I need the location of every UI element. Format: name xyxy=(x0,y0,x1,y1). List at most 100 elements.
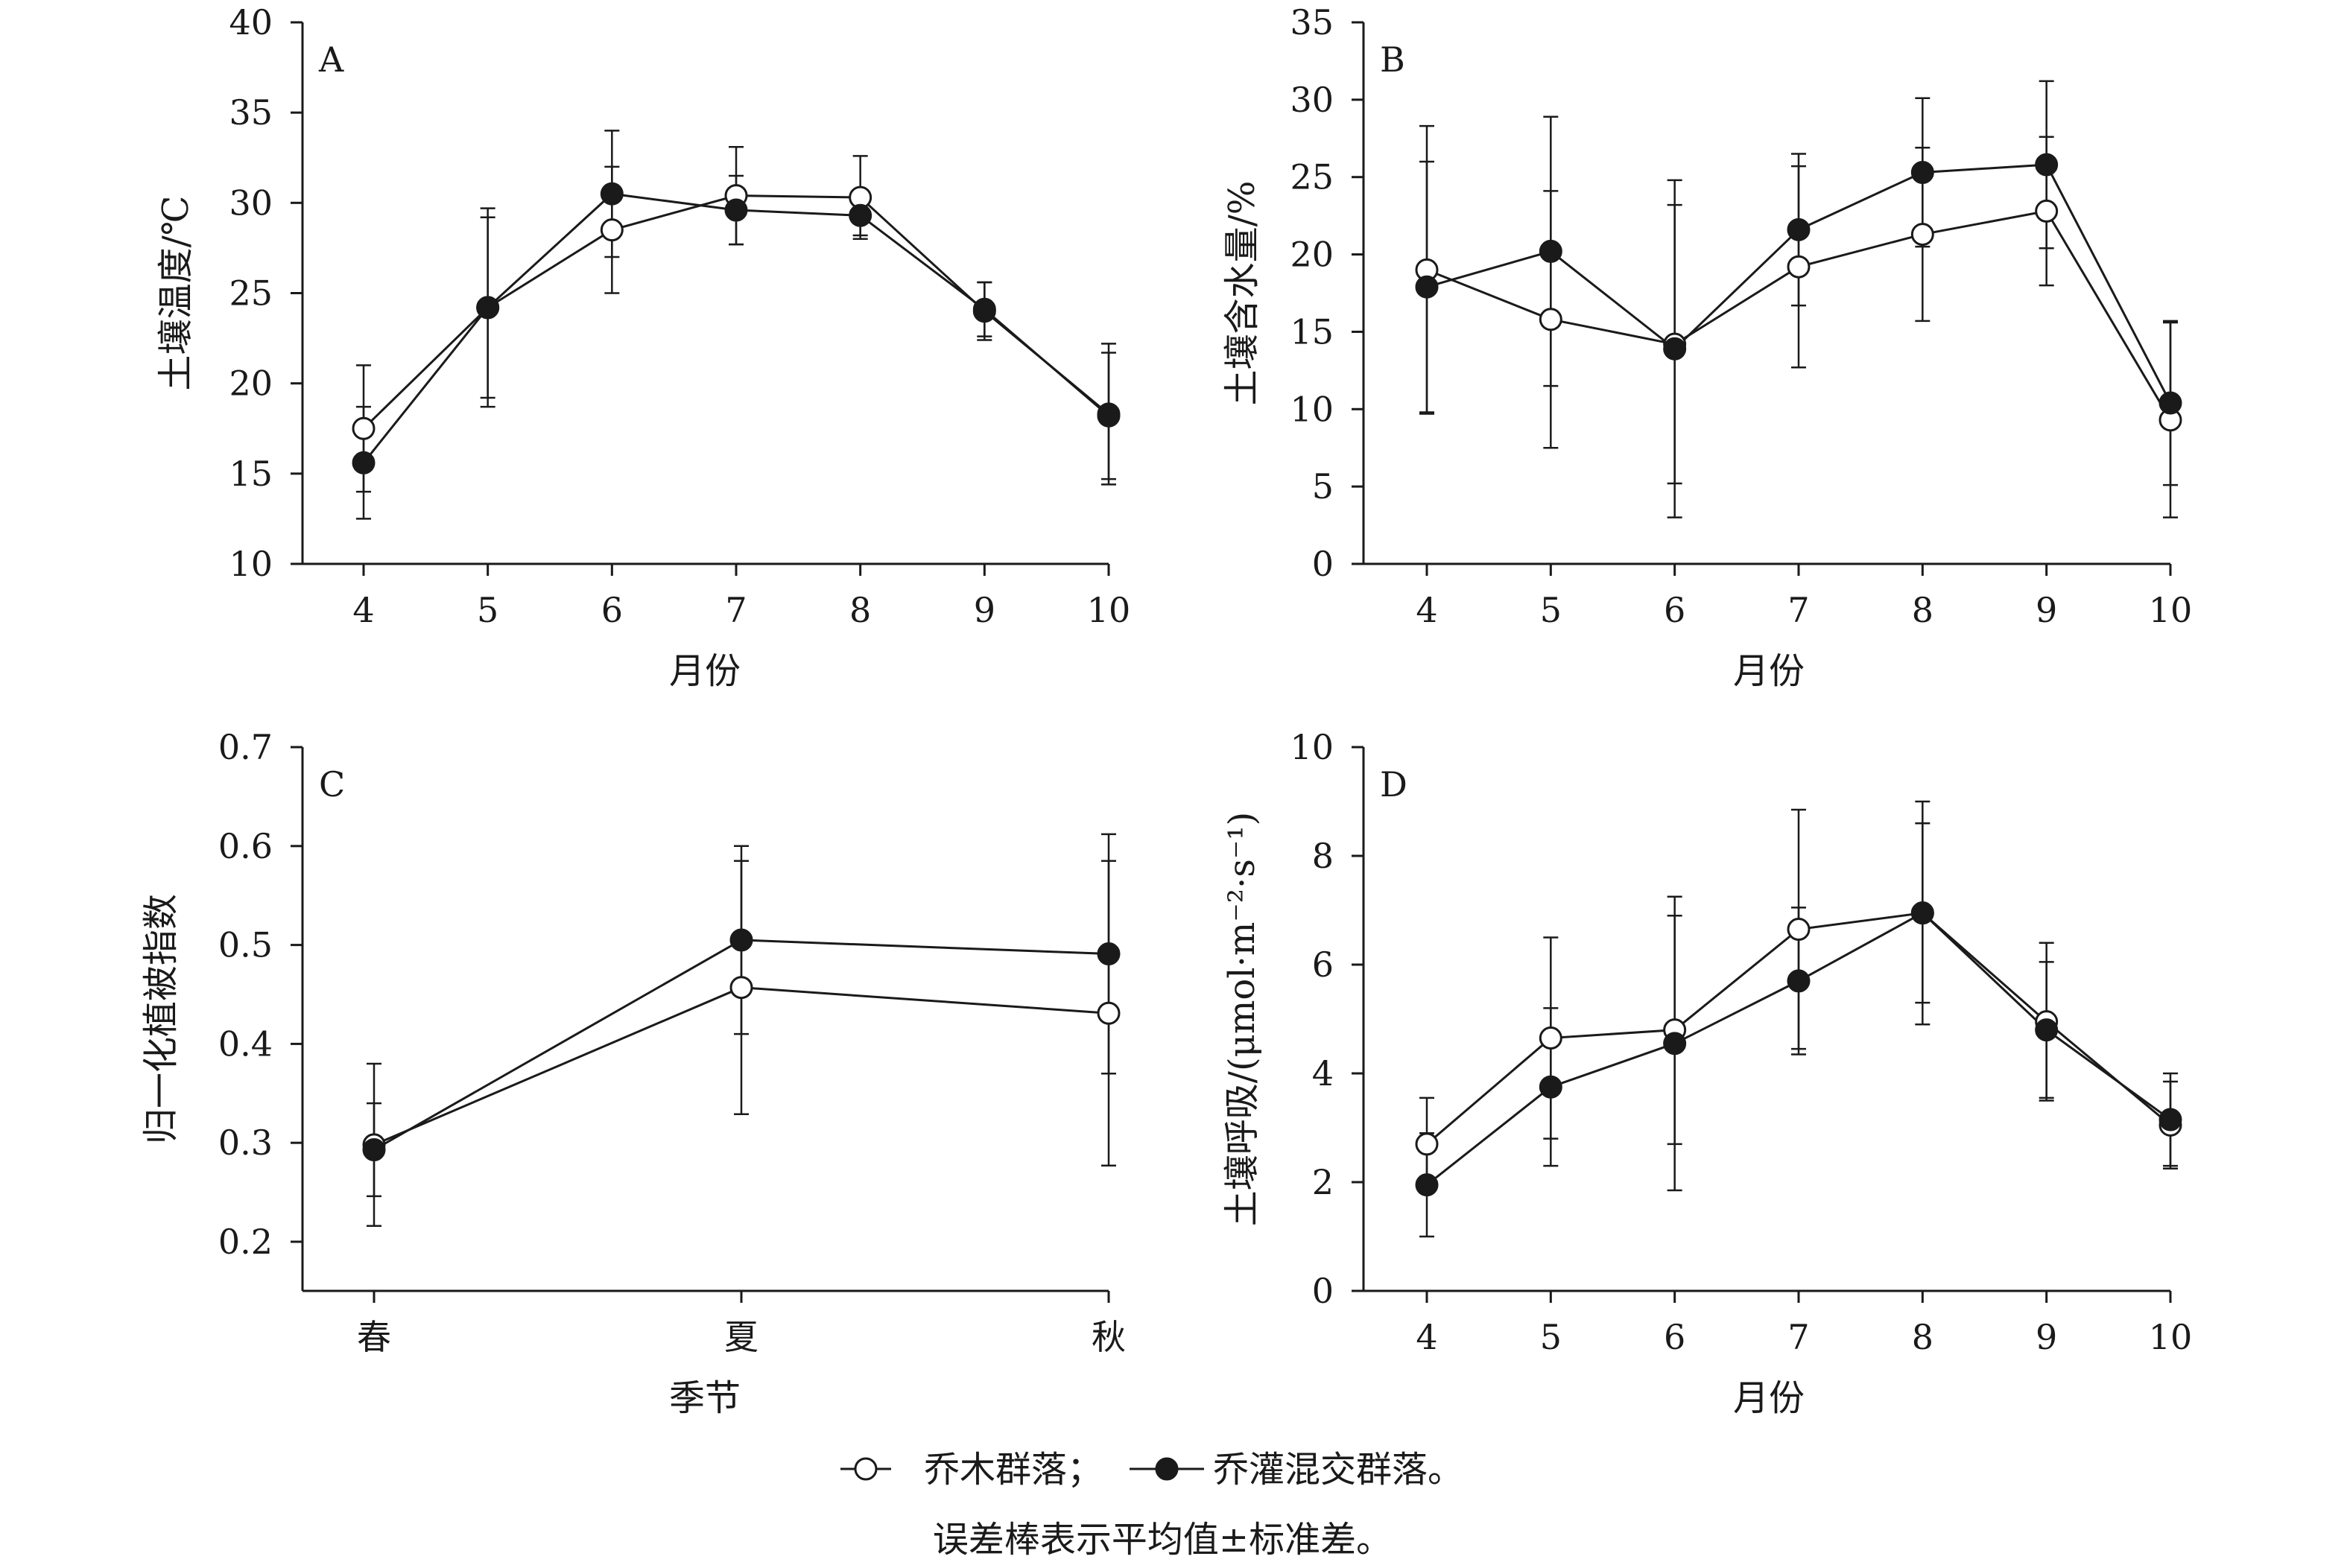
panel-b-open-point xyxy=(1787,255,1811,279)
panel-a-filled-point xyxy=(600,182,624,206)
panel-d-filled-point xyxy=(1787,969,1811,993)
panel-d-x-axis-title: 月份 xyxy=(1733,1377,1805,1419)
figure-note: 误差棒表示平均值±标准差。 xyxy=(933,1519,1392,1561)
panel-d-open-point xyxy=(1539,1026,1562,1050)
panel-b-filled-point xyxy=(1663,337,1687,361)
panel-b-filled-point xyxy=(2035,153,2059,177)
panel-b-x-tick-label: 6 xyxy=(1664,590,1685,630)
panel-a-y-tick-label: 30 xyxy=(229,182,273,223)
panel-c-filled-point xyxy=(729,928,753,952)
panel-d-x-tick-label: 7 xyxy=(1787,1317,1809,1357)
panel-c-y-tick-label: 0.2 xyxy=(218,1222,273,1262)
panel-b-y-tick-label: 20 xyxy=(1290,235,1334,275)
panel-a-y-tick-label: 40 xyxy=(229,2,273,42)
panel-d-filled-point xyxy=(1663,1032,1687,1056)
panel-d-filled-point xyxy=(1415,1173,1439,1197)
panel-b-x-tick-label: 9 xyxy=(2036,590,2057,630)
panel-d-y-tick-label: 4 xyxy=(1312,1053,1334,1094)
panel-a-y-tick-label: 10 xyxy=(229,544,273,584)
panel-b-open-point xyxy=(1539,308,1562,331)
panel-b-filled-point xyxy=(1910,160,1934,184)
panel-b-filled-point xyxy=(1787,218,1811,241)
panel-a-open-point xyxy=(352,416,376,440)
panel-a-x-tick-label: 10 xyxy=(1087,590,1131,630)
panel-d-filled-point xyxy=(2158,1108,2182,1131)
panel-a-x-tick-label: 6 xyxy=(601,590,623,630)
panel-b-y-tick-label: 10 xyxy=(1290,389,1334,429)
panel-a-filled-point xyxy=(1097,404,1121,428)
panel-c-y-tick-label: 0.3 xyxy=(218,1123,273,1163)
panel-c-x-axis-title: 季节 xyxy=(669,1377,741,1419)
panel-a-filled-point xyxy=(972,297,996,321)
panel-a-filled-point xyxy=(849,203,872,227)
panel-c-x-tick-label: 夏 xyxy=(724,1317,758,1357)
panel-c-y-tick-label: 0.4 xyxy=(218,1023,273,1064)
panel-d-open-point xyxy=(1787,918,1811,942)
panel-b-x-tick-label: 10 xyxy=(2149,590,2193,630)
panel-b-x-axis-title: 月份 xyxy=(1733,650,1805,692)
panel-d-x-tick-label: 10 xyxy=(2149,1317,2193,1357)
panel-b-y-axis-title: 土壤含水量/% xyxy=(1221,181,1263,406)
panel-a-label: A xyxy=(318,39,344,80)
panel-d-x-tick-label: 8 xyxy=(1912,1317,1933,1357)
panel-a-y-tick-label: 20 xyxy=(229,364,273,404)
panel-c-y-axis-title: 归一化植被指数 xyxy=(140,894,182,1144)
panel-d-y-axis-title: 土壤呼吸/(μmol·m⁻²·s⁻¹) xyxy=(1221,812,1263,1226)
legend: 乔木群落； 乔灌混交群落。 xyxy=(840,1449,1463,1491)
panel-c-filled-point xyxy=(1097,942,1121,966)
panel-c-x-tick-label: 春 xyxy=(357,1317,391,1357)
panel-c-open-point xyxy=(1097,1001,1121,1025)
panel-b-open-point xyxy=(1910,223,1934,247)
panel-a-y-tick-label: 15 xyxy=(229,454,273,494)
panel-c-y-tick-label: 0.6 xyxy=(218,826,273,866)
panel-b-y-tick-label: 30 xyxy=(1290,80,1334,120)
panel-d-filled-point xyxy=(1539,1075,1562,1099)
panel-c-y-tick-label: 0.7 xyxy=(218,727,273,767)
panel-d-y-tick-label: 0 xyxy=(1312,1271,1334,1311)
panel-d-x-tick-label: 4 xyxy=(1416,1317,1437,1357)
panel-a-x-tick-label: 5 xyxy=(477,590,498,630)
panel-c-label: C xyxy=(319,764,345,804)
panel-a-x-tick-label: 7 xyxy=(725,590,747,630)
panel-b-filled-point xyxy=(2158,391,2182,415)
panel-d-x-tick-label: 9 xyxy=(2036,1317,2057,1357)
panel-c-chart: 0.2 0.3 0.4 0.5 0.6 0.7 春 夏 秋季节 归一化植被指数 C xyxy=(140,727,1126,1419)
panel-b-y-tick-label: 0 xyxy=(1312,544,1334,584)
panel-a-x-tick-label: 9 xyxy=(974,590,995,630)
panel-a-x-tick-label: 4 xyxy=(352,590,374,630)
panel-c-open-point xyxy=(729,976,753,1000)
panel-a-filled-point xyxy=(352,451,376,474)
legend-open-label: 乔木群落； xyxy=(924,1449,1103,1491)
panel-b-x-tick-label: 8 xyxy=(1912,590,1933,630)
panel-c-x-tick-label: 秋 xyxy=(1092,1317,1126,1357)
panel-d-x-tick-label: 6 xyxy=(1664,1317,1685,1357)
panel-d-y-tick-label: 8 xyxy=(1312,836,1334,876)
panel-b-filled-point xyxy=(1415,275,1439,299)
panel-b-x-tick-label: 5 xyxy=(1540,590,1562,630)
panel-d-y-tick-label: 2 xyxy=(1312,1162,1334,1202)
panel-d-chart: 0 2 4 6 8 10 4 5 6 7 8 9 10 月份 土壤呼吸/(μmol·m⁻²·s⁻¹) D xyxy=(1221,727,2192,1419)
panel-a-y-tick-label: 25 xyxy=(229,273,273,314)
panel-b-y-tick-label: 25 xyxy=(1290,157,1334,197)
panel-d-x-tick-label: 5 xyxy=(1540,1317,1562,1357)
panel-a-filled-point xyxy=(476,296,500,320)
panel-b-y-tick-label: 15 xyxy=(1290,311,1334,352)
panel-c-filled-point xyxy=(362,1137,386,1161)
panel-a-x-axis-title: 月份 xyxy=(669,650,741,692)
panel-d-y-tick-label: 10 xyxy=(1290,727,1334,767)
panel-d-filled-point xyxy=(2035,1018,2059,1042)
panel-b-y-tick-label: 35 xyxy=(1290,2,1334,42)
panel-b-filled-point xyxy=(1539,239,1562,263)
legend-filled-marker-icon xyxy=(1155,1457,1179,1481)
panel-b-open-point xyxy=(2035,199,2059,223)
panel-a-y-axis-title: 土壤温度/℃ xyxy=(155,196,197,391)
panel-d-label: D xyxy=(1380,764,1407,804)
panel-d-filled-point xyxy=(1910,901,1934,925)
panel-d-y-tick-label: 6 xyxy=(1312,945,1334,985)
panel-a-open-point xyxy=(600,218,624,242)
panel-d-open-point xyxy=(1415,1132,1439,1156)
panel-b-label: B xyxy=(1380,39,1405,80)
legend-filled-label: 乔灌混交群落。 xyxy=(1213,1449,1463,1491)
